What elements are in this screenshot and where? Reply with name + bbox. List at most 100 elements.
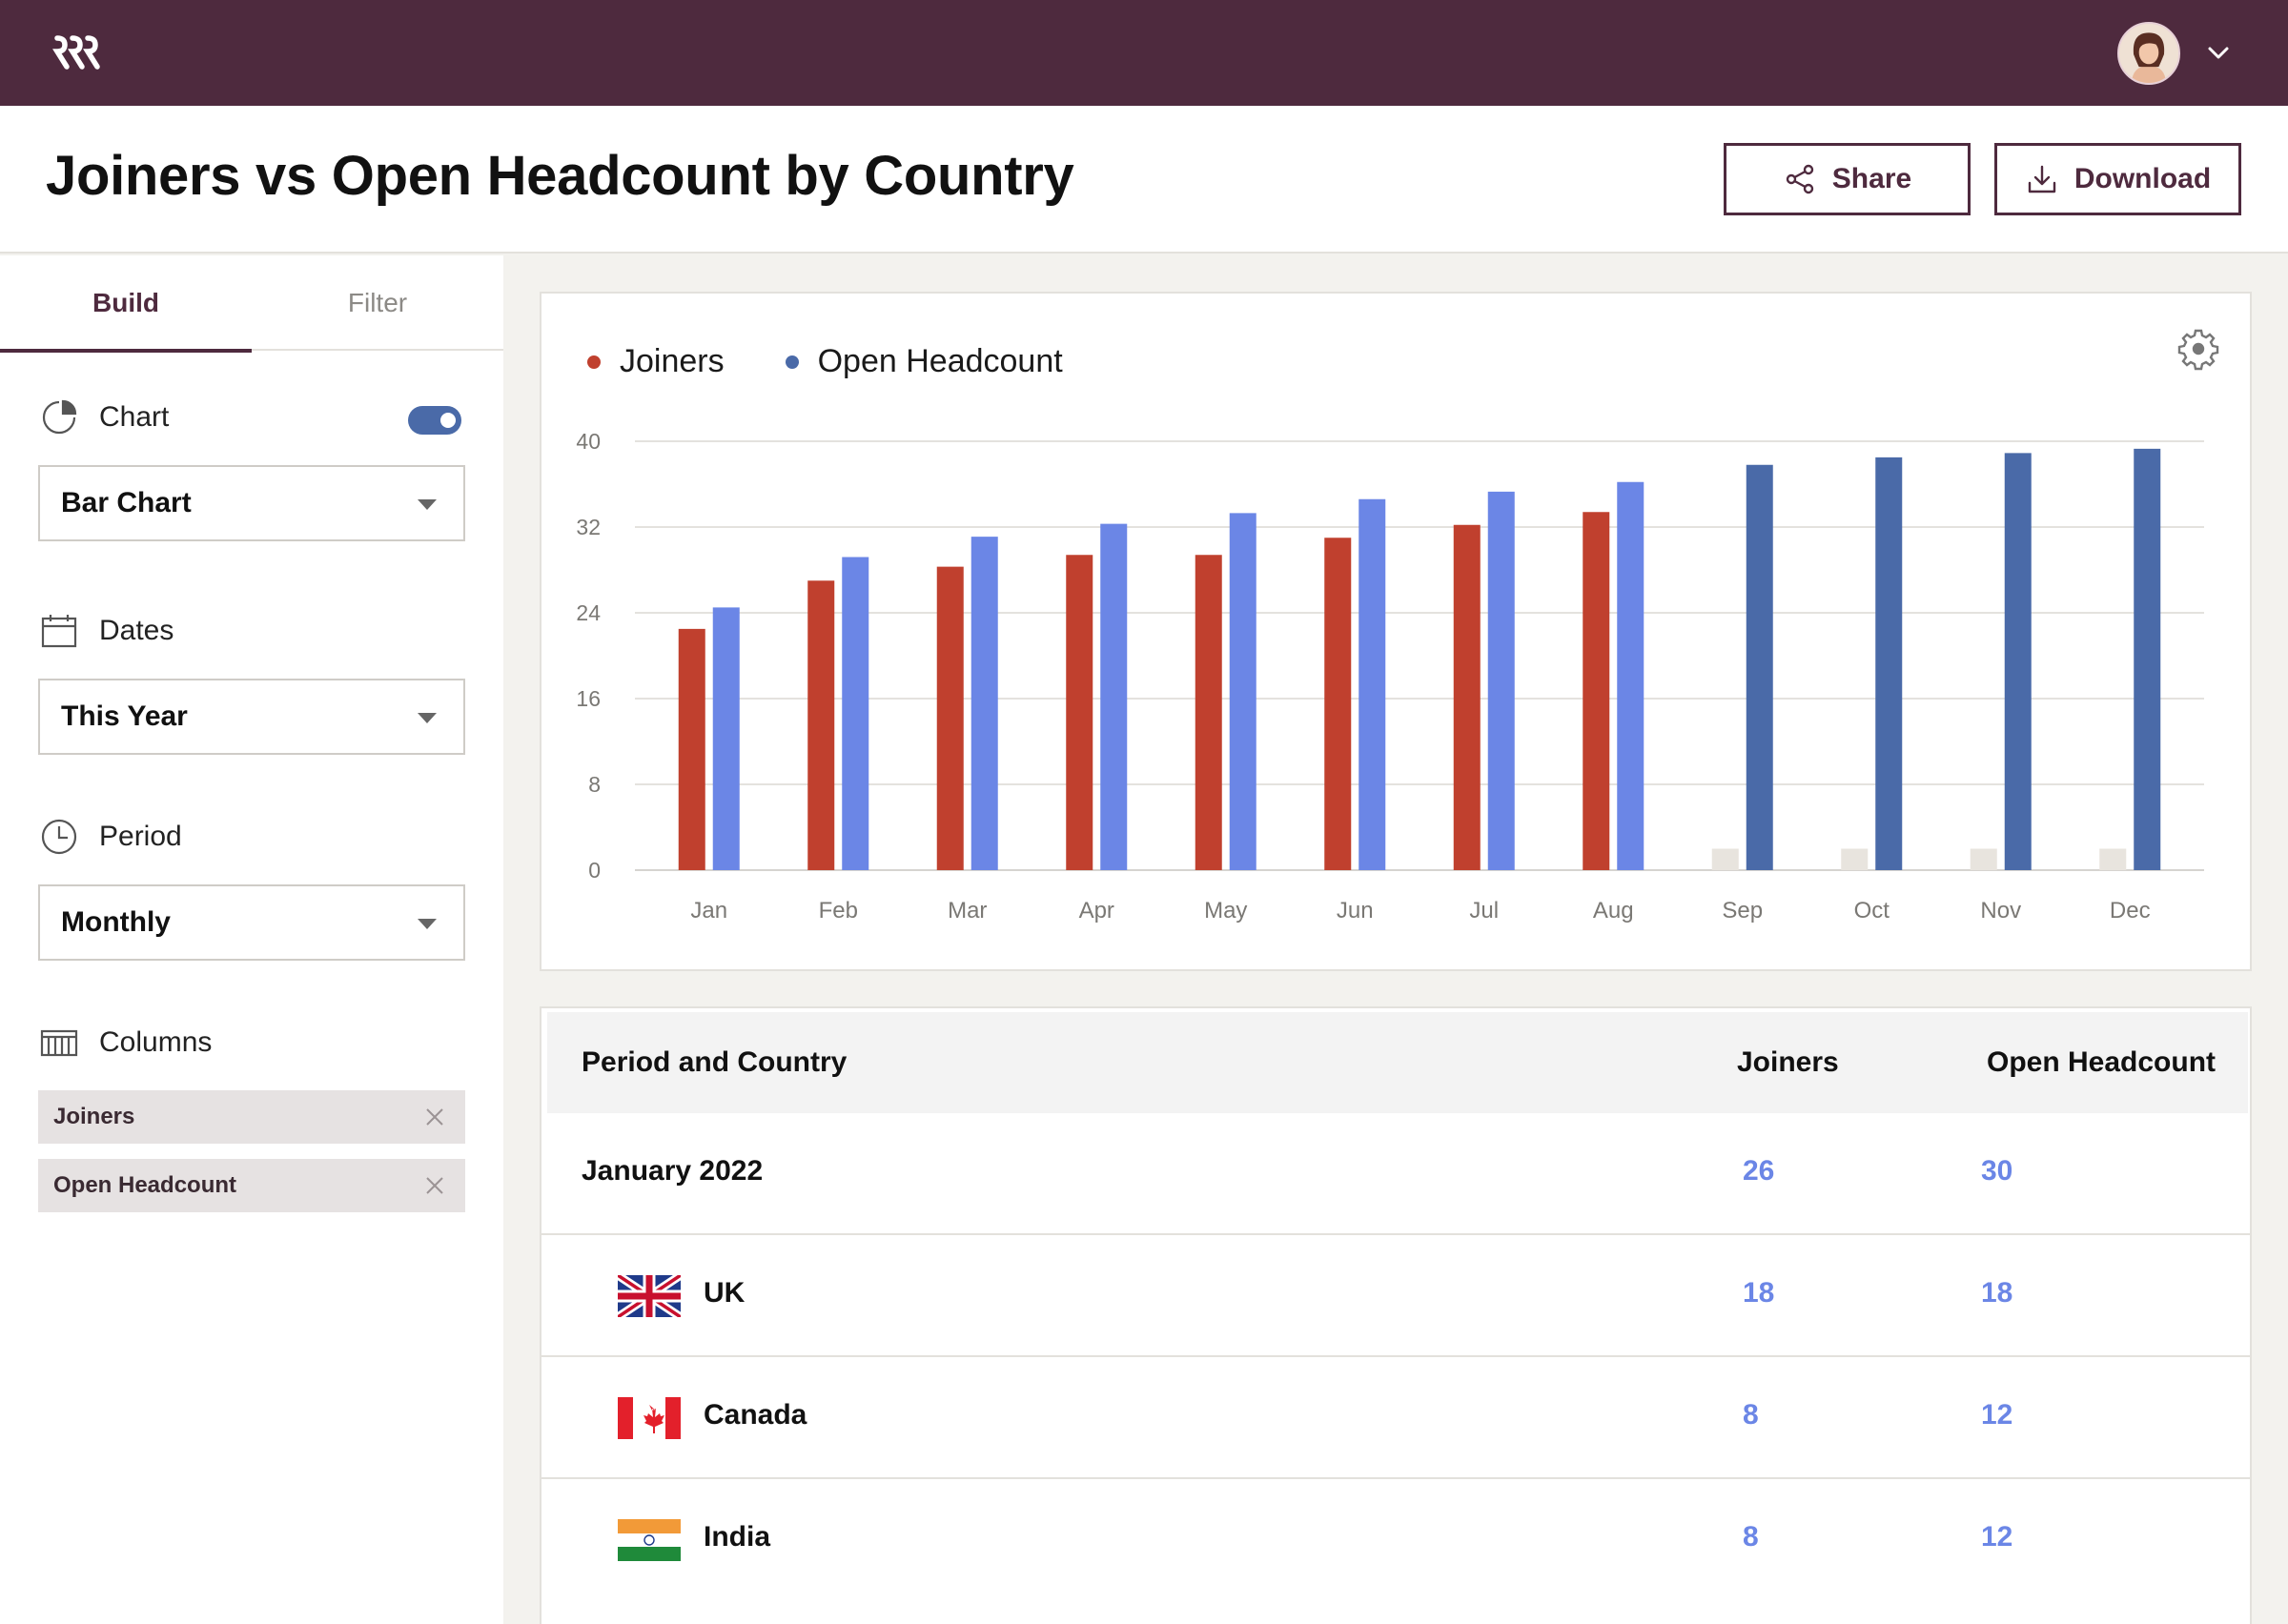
table-header: Period and Country Joiners Open Headcoun…: [547, 1012, 2248, 1113]
download-icon: [2028, 165, 2056, 193]
column-header-open-headcount[interactable]: Open Headcount: [1987, 1046, 2216, 1078]
chart-card: 0 8 16 24 32 40 Jan Feb Mar Apr May Jun Jul Aug Sep Oct…: [540, 292, 2252, 971]
column-chip-open-headcount: Open Headcount: [38, 1159, 465, 1212]
bar-joiners: [1711, 848, 1739, 870]
chart-type-select[interactable]: Bar Chart: [38, 465, 465, 541]
chart-legend: Joiners Open Headcount: [587, 343, 1063, 380]
bar-open-headcount: [1487, 491, 1515, 870]
avatar[interactable]: [2117, 22, 2180, 85]
bar-joiners: [2099, 848, 2127, 870]
y-tick-label: 8: [588, 772, 601, 797]
x-tick-label: Dec: [2110, 898, 2151, 924]
table-row[interactable]: Canada 8 12: [541, 1357, 2250, 1479]
caret-down-icon: [418, 499, 437, 510]
column-header-period[interactable]: Period and Country: [582, 1046, 848, 1078]
x-tick-label: Aug: [1593, 898, 1634, 924]
joiners-value[interactable]: 26: [1743, 1155, 1775, 1187]
open-headcount-value[interactable]: 12: [1981, 1399, 2013, 1431]
chart-toggle[interactable]: [408, 406, 461, 435]
bar-open-headcount: [1617, 481, 1644, 870]
row-label: Canada: [704, 1399, 807, 1431]
user-avatar-icon: [2119, 24, 2178, 83]
column-header-joiners[interactable]: Joiners: [1737, 1046, 1839, 1078]
table-row[interactable]: UK 18 18: [541, 1235, 2250, 1357]
bar-joiners: [1324, 538, 1352, 870]
share-label: Share: [1831, 163, 1912, 194]
columns-label: Columns: [99, 1026, 213, 1058]
x-tick-label: Jul: [1469, 898, 1499, 924]
table-row[interactable]: India 8 12: [541, 1479, 2250, 1601]
x-tick-label: May: [1204, 898, 1247, 924]
bar-joiners: [936, 566, 964, 870]
row-label: India: [704, 1521, 771, 1553]
share-button[interactable]: Share: [1724, 143, 1971, 215]
x-tick-label: Sep: [1722, 898, 1763, 924]
column-chip-label: Open Headcount: [53, 1172, 237, 1198]
clock-icon: [41, 819, 77, 855]
bar-open-headcount: [970, 537, 998, 870]
bar-open-headcount: [842, 557, 869, 870]
period-value: Monthly: [61, 906, 171, 938]
columns-icon: [40, 1029, 78, 1057]
legend-label-open-headcount: Open Headcount: [817, 343, 1063, 379]
pie-chart-icon: [42, 399, 77, 435]
chart-label: Chart: [99, 401, 170, 433]
chart-section-label: Chart: [40, 398, 169, 436]
dates-select[interactable]: This Year: [38, 679, 465, 755]
open-headcount-value[interactable]: 12: [1981, 1521, 2013, 1553]
chart-type-value: Bar Chart: [61, 487, 192, 518]
bar-open-headcount: [1746, 464, 1773, 870]
legend-item-joiners: Joiners: [587, 343, 725, 380]
canada-flag-icon: [618, 1397, 681, 1439]
bar-joiners: [1066, 555, 1093, 870]
page-header: Joiners vs Open Headcount by Country Sha…: [0, 106, 2288, 254]
x-tick-label: Oct: [1854, 898, 1890, 924]
dates-section-label: Dates: [40, 612, 174, 650]
x-tick-label: Apr: [1079, 898, 1114, 924]
bar-joiners: [678, 628, 705, 870]
calendar-icon: [41, 615, 77, 648]
joiners-value[interactable]: 8: [1743, 1521, 1759, 1553]
bar-joiners: [1970, 848, 1997, 870]
chevron-down-icon[interactable]: [2206, 42, 2231, 63]
bar-joiners: [1583, 512, 1610, 870]
y-tick-label: 32: [576, 515, 601, 539]
bar-open-headcount: [1358, 498, 1386, 870]
caret-down-icon: [418, 919, 437, 929]
india-flag-icon: [618, 1519, 681, 1561]
row-label: UK: [704, 1277, 746, 1309]
tab-build[interactable]: Build: [0, 255, 252, 353]
tab-filter[interactable]: Filter: [347, 288, 408, 317]
legend-label-joiners: Joiners: [620, 343, 725, 379]
download-button[interactable]: Download: [1994, 143, 2241, 215]
gear-icon[interactable]: [2176, 327, 2220, 371]
row-label: January 2022: [582, 1155, 764, 1187]
period-label: Period: [99, 821, 182, 852]
columns-section-label: Columns: [40, 1024, 212, 1062]
y-tick-label: 16: [576, 686, 601, 711]
app-logo-icon[interactable]: [51, 32, 103, 72]
y-tick-label: 0: [588, 858, 601, 883]
x-tick-label: Mar: [948, 898, 987, 924]
legend-dot-joiners: [587, 355, 601, 369]
close-icon[interactable]: [423, 1106, 446, 1128]
bar-open-headcount: [1100, 523, 1128, 870]
bar-joiners: [1195, 555, 1222, 870]
joiners-value[interactable]: 8: [1743, 1399, 1759, 1431]
legend-item-open-headcount: Open Headcount: [785, 343, 1063, 380]
top-bar: [0, 0, 2288, 106]
bar-open-headcount: [712, 607, 740, 870]
x-tick-label: Nov: [1980, 898, 2021, 924]
download-label: Download: [2074, 163, 2212, 194]
open-headcount-value[interactable]: 18: [1981, 1277, 2013, 1309]
bar-open-headcount: [2004, 453, 2032, 870]
sidebar-tabs: Build Filter: [0, 255, 503, 353]
y-tick-label: 40: [576, 429, 601, 454]
open-headcount-value[interactable]: 30: [1981, 1155, 2013, 1187]
bar-open-headcount: [1229, 513, 1256, 870]
table-row[interactable]: January 2022 26 30: [541, 1113, 2250, 1235]
close-icon[interactable]: [423, 1174, 446, 1197]
bar-joiners: [807, 580, 835, 870]
joiners-value[interactable]: 18: [1743, 1277, 1775, 1309]
period-select[interactable]: Monthly: [38, 884, 465, 961]
